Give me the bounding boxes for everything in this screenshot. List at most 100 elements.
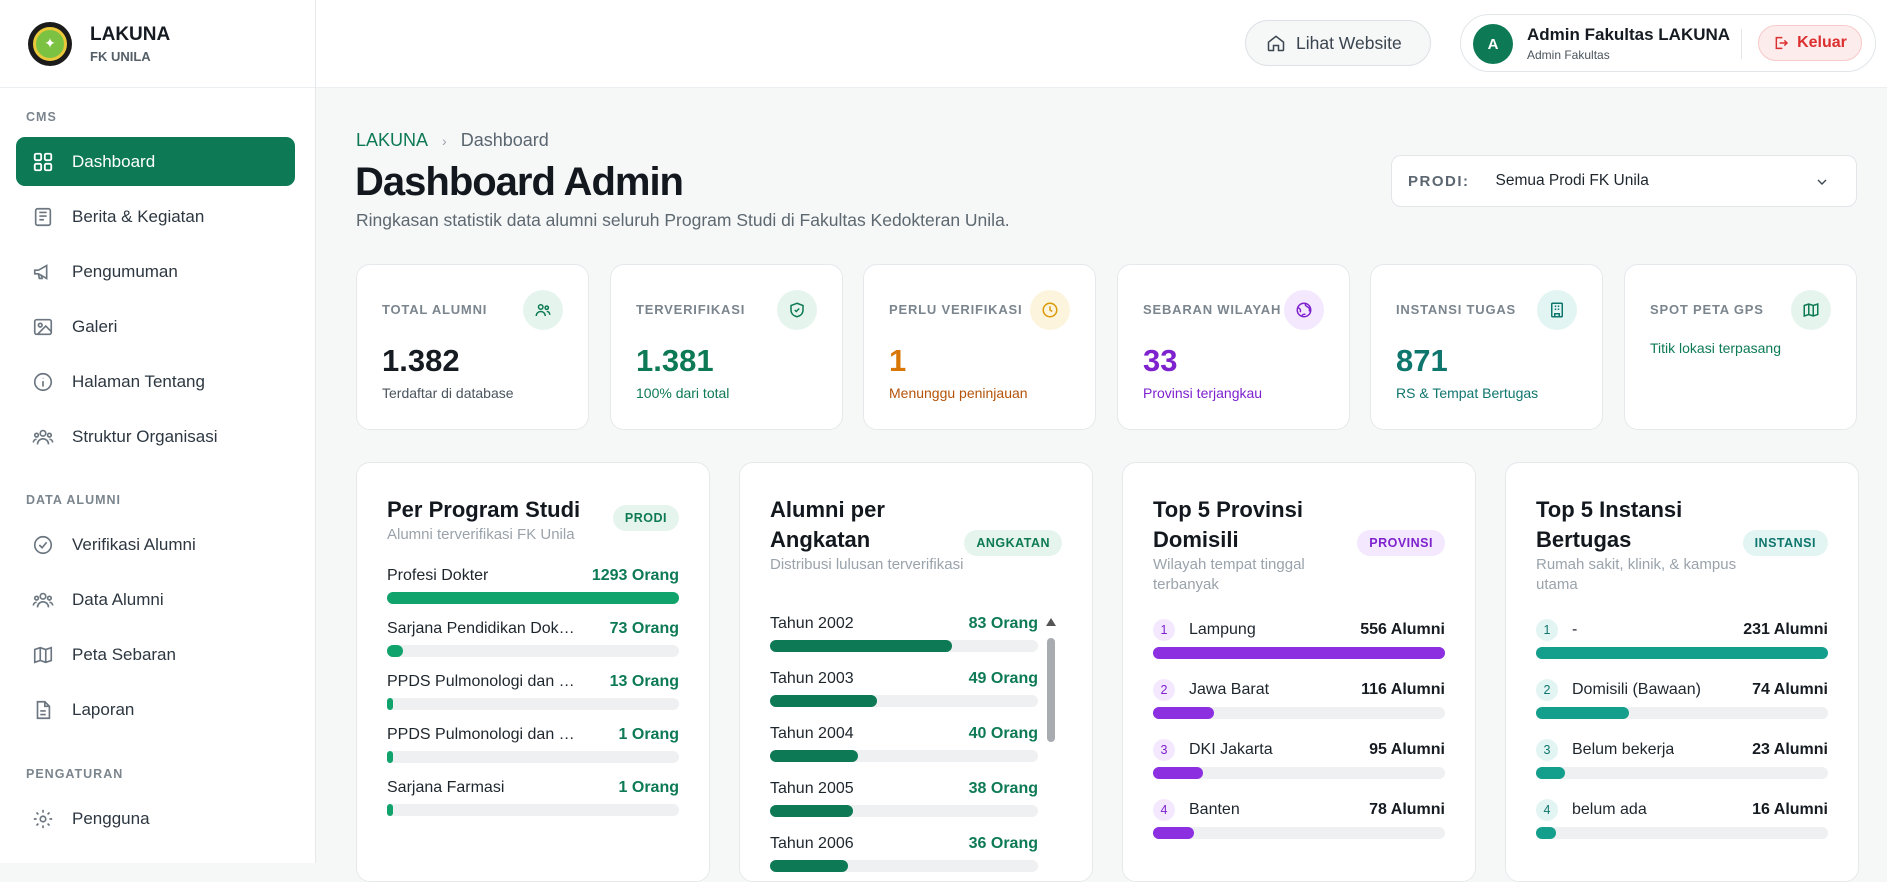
item-value: 73 Orang [609, 620, 679, 637]
sidebar-item-struktur-organisasi[interactable]: Struktur Organisasi [16, 412, 295, 461]
stat-caption: Menunggu peninjauan [889, 385, 1028, 401]
progress-track [387, 751, 679, 763]
progress-track [1153, 827, 1445, 839]
sidebar-item-galeri[interactable]: Galeri [16, 302, 295, 351]
progress-fill [387, 645, 404, 657]
list-item: Tahun 2004 40 Orang [770, 725, 1038, 765]
shield-check-icon [777, 290, 817, 330]
list-item: 3 DKI Jakarta 95 Alumni [1153, 739, 1445, 781]
stat-card-perlu-verifikasi: PERLU VERIFIKASI 1 Menunggu peninjauan [863, 264, 1096, 430]
progress-track [1536, 767, 1828, 779]
grid-icon [33, 152, 53, 171]
sidebar-item-peta-sebaran[interactable]: Peta Sebaran [16, 630, 295, 679]
sidebar-item-pengumuman[interactable]: Pengumuman [16, 247, 295, 296]
stat-label: TERVERIFIKASI [636, 302, 746, 317]
panel-badge: ANGKATAN [964, 530, 1062, 556]
stat-card-spot-peta-gps: SPOT PETA GPS Titik lokasi terpasang [1624, 264, 1857, 430]
building-icon [1537, 290, 1577, 330]
list-item: 4 Banten 78 Alumni [1153, 799, 1445, 841]
prodi-select[interactable]: PRODI: Semua Prodi FK Unila [1391, 155, 1857, 207]
list-item: PPDS Pulmonologi dan Ilmu Kedokteran Res… [387, 726, 679, 766]
prodi-label: PRODI: [1408, 172, 1470, 190]
stat-card-terverifikasi: TERVERIFIKASI 1.381 100% dari total [610, 264, 843, 430]
sidebar-item-label: Galeri [72, 316, 118, 336]
map-icon [1791, 290, 1831, 330]
stat-label: INSTANSI TUGAS [1396, 302, 1517, 317]
stat-label: SEBARAN WILAYAH [1143, 302, 1282, 317]
scroll-up-icon[interactable] [1046, 618, 1056, 626]
prodi-value: Semua Prodi FK Unila [1495, 172, 1649, 189]
panel-subtitle: Distribusi lulusan terverifikasi [770, 556, 964, 573]
logout-button[interactable]: Keluar [1758, 25, 1862, 61]
sidebar-item-laporan[interactable]: Laporan [16, 685, 295, 734]
item-label: Tahun 2005 [770, 780, 854, 797]
progress-fill [1153, 827, 1194, 839]
list-item: 1- 231 Alumni [1536, 619, 1828, 661]
divider [1741, 29, 1742, 59]
progress-fill [770, 805, 854, 817]
sidebar-item-label: Halaman Tentang [72, 371, 205, 391]
panel-badge: PROVINSI [1357, 530, 1445, 556]
item-value: 231 Alumni [1743, 621, 1828, 638]
sidebar-item-data-alumni[interactable]: Data Alumni [16, 575, 295, 624]
progress-fill [1153, 767, 1203, 779]
item-label: Belum bekerja [1572, 741, 1675, 758]
brand[interactable]: ✦ LAKUNA FK UNILA [0, 0, 315, 88]
item-label: Tahun 2002 [770, 615, 854, 632]
item-label: DKI Jakarta [1189, 741, 1273, 758]
progress-fill [1536, 827, 1557, 839]
sidebar-item-label: Struktur Organisasi [72, 426, 218, 446]
progress-fill [387, 751, 393, 763]
list-item: 2 Domisili (Bawaan) 74 Alumni [1536, 679, 1828, 721]
rank-badge: 4 [1536, 799, 1558, 821]
sidebar-item-halaman-tentang[interactable]: Halaman Tentang [16, 357, 295, 406]
scrollbar-thumb[interactable] [1047, 638, 1055, 742]
item-label: PPDS Pulmonologi dan Ilmu Kedokteran Res… [387, 726, 577, 743]
sidebar-item-dashboard[interactable]: Dashboard [16, 137, 295, 186]
rank-badge: 2 [1536, 679, 1558, 701]
stat-value: 871 [1396, 343, 1448, 378]
panel-alumni-per-angkatan: Alumni per Angkatan Distribusi lulusan te… [739, 462, 1093, 882]
item-label: Lampung [1189, 621, 1256, 638]
sidebar-item-berita[interactable]: Berita & Kegiatan [16, 192, 295, 241]
progress-fill [1153, 647, 1445, 659]
list-item: Tahun 2002 83 Orang [770, 615, 1038, 655]
panel-subtitle: Wilayah tempat tinggal terbanyak [1153, 556, 1305, 593]
stat-card-total-alumni: TOTAL ALUMNI 1.382 Terdaftar di database [356, 264, 589, 430]
progress-track [387, 592, 679, 604]
scrollbar[interactable] [1046, 618, 1056, 742]
item-value: 95 Alumni [1369, 741, 1445, 758]
sidebar-item-label: Laporan [72, 699, 135, 719]
list-item: Profesi Dokter 1293 Orang [387, 567, 679, 607]
stat-caption: Provinsi terjangkau [1143, 385, 1263, 401]
progress-track [387, 645, 679, 657]
sidebar-item-label: Peta Sebaran [72, 644, 176, 664]
item-value: 13 Orang [609, 673, 679, 690]
stat-caption: Terdaftar di database [382, 385, 514, 401]
view-website-button[interactable]: Lihat Website [1245, 20, 1431, 66]
sidebar-item-verifikasi-alumni[interactable]: Verifikasi Alumni [16, 520, 295, 569]
item-value: 49 Orang [968, 670, 1038, 687]
progress-track [770, 695, 1038, 707]
breadcrumb-home[interactable]: LAKUNA [356, 130, 429, 150]
progress-fill [1536, 647, 1828, 659]
stat-value: 33 [1143, 343, 1178, 378]
check-circle-icon [33, 535, 53, 554]
panel-subtitle: Alumni terverifikasi FK Unila [387, 526, 575, 543]
item-value: 16 Alumni [1752, 801, 1828, 818]
rank-badge: 3 [1536, 739, 1558, 761]
item-value: 83 Orang [968, 615, 1038, 632]
globe-icon [1284, 290, 1324, 330]
users-icon [32, 592, 54, 607]
item-label: Jawa Barat [1189, 681, 1270, 698]
item-value: 78 Alumni [1369, 801, 1445, 818]
file-icon [36, 700, 51, 719]
list-item: 1 Lampung 556 Alumni [1153, 619, 1445, 661]
users-icon [32, 429, 54, 444]
sidebar-item-pengguna[interactable]: Pengguna [16, 794, 295, 843]
avatar[interactable]: A [1473, 24, 1513, 64]
rank-badge: 2 [1153, 679, 1175, 701]
sidebar-item-label: Dashboard [72, 151, 156, 171]
progress-track [1153, 707, 1445, 719]
image-icon [33, 318, 53, 335]
